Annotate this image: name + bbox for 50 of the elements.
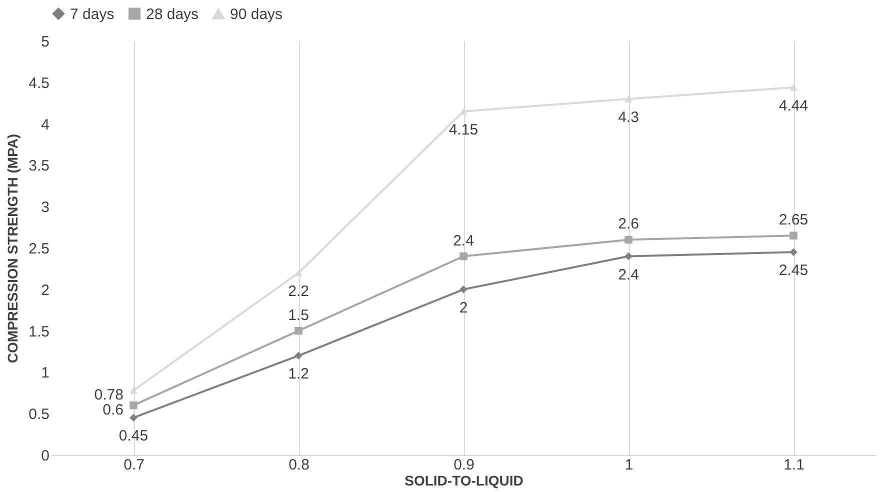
y-tick-label: 0 — [41, 448, 50, 464]
point — [790, 84, 798, 91]
data-label: 4.15 — [448, 121, 478, 138]
point — [294, 326, 302, 335]
y-tick-label: 4.5 — [28, 74, 50, 92]
x-axis-title: SOLID-TO-LIQUID — [404, 472, 524, 488]
data-label: 2.6 — [618, 216, 639, 233]
y-tick-label: 1.5 — [28, 323, 50, 340]
data-label: 1.5 — [288, 306, 309, 324]
point — [294, 352, 302, 360]
y-tick-label: 4 — [41, 116, 50, 134]
point — [130, 401, 138, 410]
y-tick-label: 1 — [41, 364, 50, 382]
data-label: 2.45 — [778, 262, 808, 280]
data-label: 2.2 — [288, 282, 309, 300]
x-tick-label: 1.1 — [784, 456, 804, 474]
data-label: 2 — [459, 299, 468, 316]
point — [130, 414, 138, 422]
point — [790, 248, 798, 256]
point — [624, 236, 632, 244]
data-label: 2.4 — [453, 232, 474, 250]
data-label: 2.65 — [778, 212, 808, 229]
data-label: 0.45 — [118, 428, 148, 445]
y-tick-label: 0.5 — [28, 406, 50, 424]
point — [294, 269, 302, 276]
point — [624, 96, 632, 102]
legend-label: 90 days — [230, 6, 283, 24]
point — [790, 232, 798, 240]
point — [130, 387, 138, 394]
data-label: 1.2 — [288, 366, 309, 383]
y-tick-label: 2.5 — [28, 240, 50, 258]
x-tick-label: 0.8 — [288, 456, 310, 474]
y-axis-title: COMPRESSION STRENGTH (MPA) — [4, 134, 21, 364]
data-label: 0.78 — [94, 386, 124, 404]
data-label: 2.4 — [618, 266, 639, 284]
legend-label: 28 days — [146, 6, 199, 23]
data-label: 4.3 — [618, 108, 639, 126]
y-tick-label: 3.5 — [28, 158, 50, 175]
x-tick-label: 0.7 — [124, 456, 144, 474]
point — [460, 252, 468, 260]
point — [624, 252, 632, 260]
legend-label: 7 days — [70, 6, 114, 23]
y-tick-label: 2 — [41, 282, 50, 299]
x-tick-label: 1 — [624, 456, 634, 474]
data-label: 0.6 — [102, 401, 124, 418]
y-tick-label: 5 — [41, 34, 50, 50]
y-tick-label: 3 — [41, 199, 50, 216]
x-tick-label: 0.9 — [454, 456, 474, 474]
data-label: 4.44 — [778, 97, 808, 114]
point — [460, 286, 468, 294]
